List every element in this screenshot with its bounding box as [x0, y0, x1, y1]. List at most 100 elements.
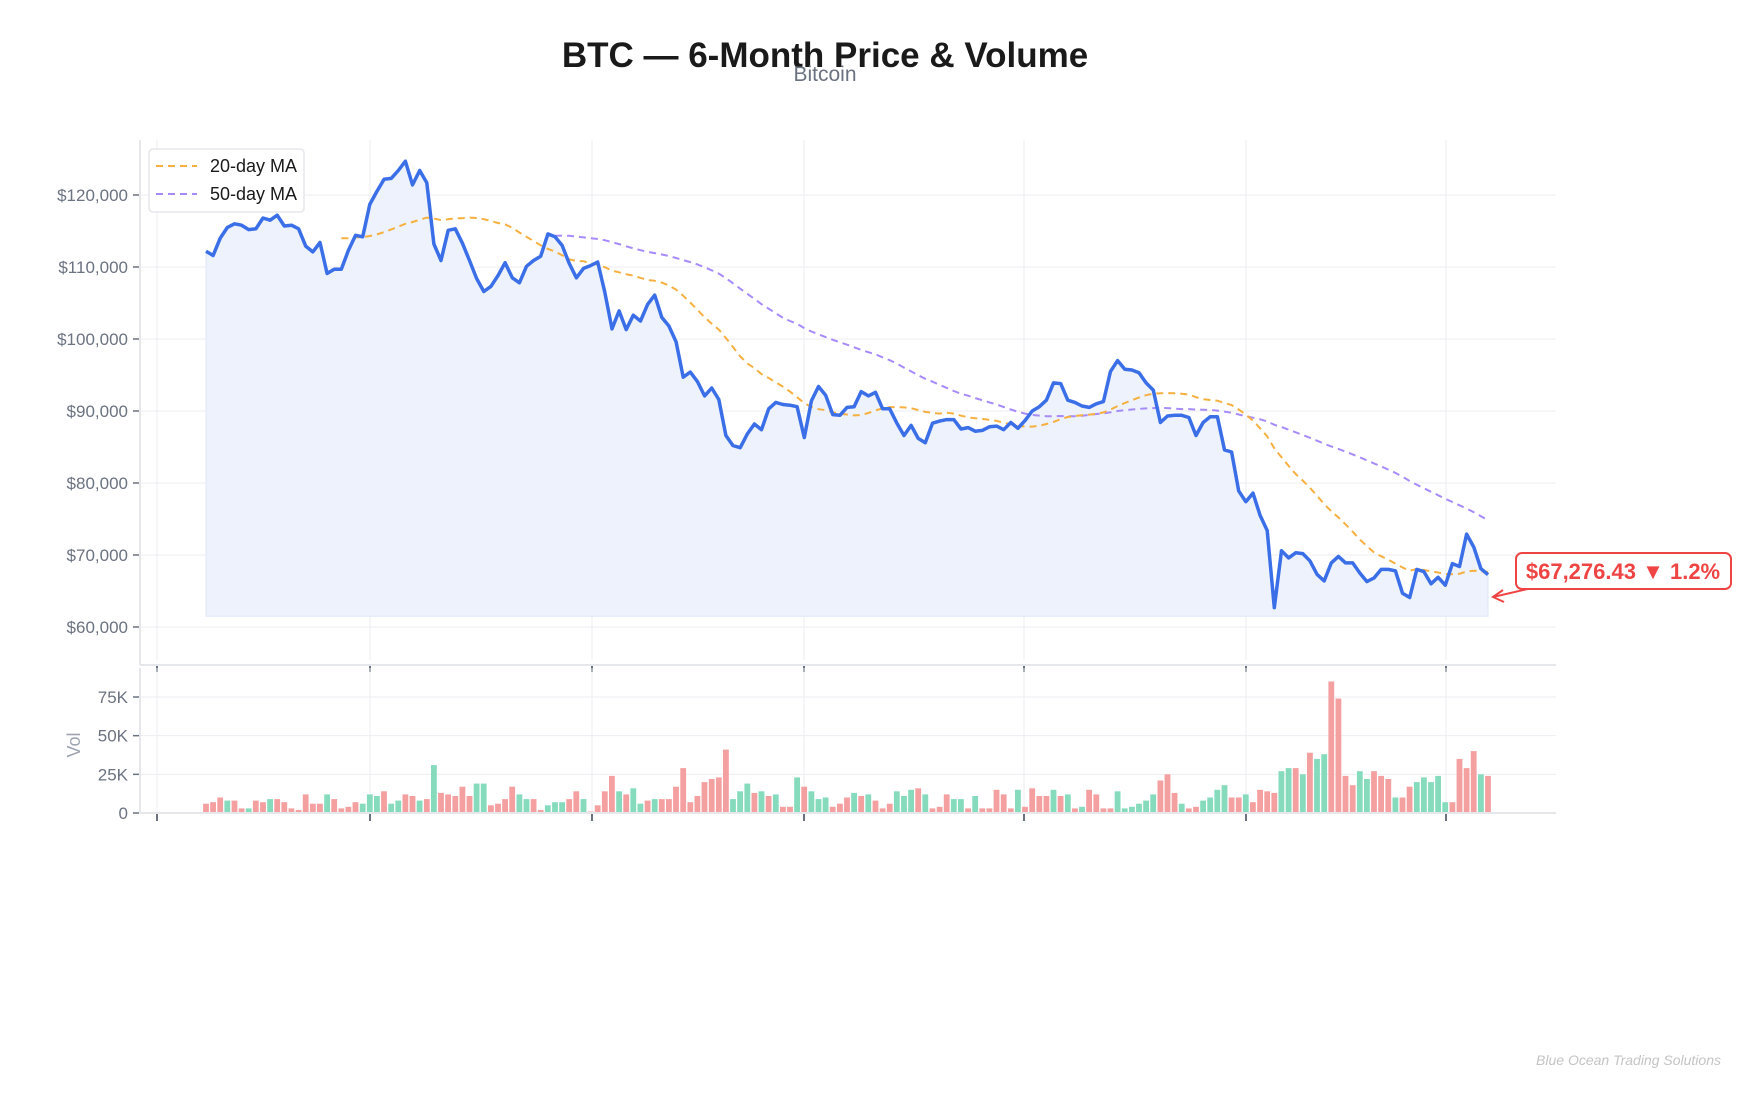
- volume-bar: [822, 797, 829, 813]
- volume-bar: [801, 786, 808, 813]
- price-line: [205, 159, 1490, 610]
- volume-bar: [516, 794, 523, 813]
- volume-bar: [1292, 768, 1299, 813]
- volume-bar: [1421, 777, 1427, 813]
- volume-bar: [402, 794, 409, 813]
- volume-bar: [1385, 779, 1392, 813]
- volume-bar: [730, 799, 736, 813]
- volume-bar: [1107, 808, 1114, 813]
- volume-bar: [1036, 796, 1043, 813]
- volume-bar: [359, 803, 366, 813]
- volume-bar: [837, 803, 843, 813]
- volume-bar: [1314, 758, 1320, 813]
- volume-bar: [537, 809, 544, 813]
- volume-bar: [886, 803, 893, 813]
- volume-bar: [751, 792, 758, 813]
- volume-bar: [815, 799, 822, 813]
- volume-bar: [1264, 791, 1271, 813]
- volume-bar: [459, 786, 466, 813]
- volume-bar: [438, 792, 444, 813]
- volume-bar: [488, 805, 494, 813]
- volume-bar: [1143, 800, 1149, 813]
- volume-bar: [687, 802, 694, 813]
- volume-bar: [288, 808, 295, 813]
- volume-bar: [1000, 794, 1007, 813]
- volume-bar: [1349, 785, 1356, 813]
- volume-bar: [616, 791, 622, 813]
- volume-bar: [1221, 785, 1228, 813]
- volume-bar: [609, 775, 615, 813]
- volume-bar: [623, 794, 630, 813]
- volume-bar: [295, 809, 302, 813]
- annotation-arrow-icon: [1490, 589, 1505, 603]
- price-y-axis: $60,000 $70,000 $80,000 $90,000 $100,000 $110…: [57, 140, 1556, 672]
- volume-bar: [929, 808, 936, 813]
- volume-bar: [1007, 808, 1014, 813]
- volume-bar: [943, 794, 950, 813]
- volume-bar: [566, 799, 573, 813]
- volume-bar: [1321, 754, 1328, 813]
- volume-bar: [993, 789, 1000, 813]
- volume-bar: [1428, 782, 1434, 813]
- volume-bar: [594, 805, 601, 813]
- volume-bar: [666, 799, 672, 813]
- volume-bar: [1342, 775, 1349, 813]
- ma50-line: [554, 234, 1489, 522]
- volume-tick-label: 50K: [98, 727, 129, 746]
- legend: 20-day MA 50-day MA: [148, 148, 305, 213]
- price-tick-label: $60,000: [67, 618, 128, 637]
- volume-bar: [1463, 768, 1470, 813]
- volume-bar: [808, 791, 815, 813]
- volume-bar: [374, 796, 380, 813]
- volume-bar: [908, 789, 914, 813]
- volume-bar: [473, 783, 480, 813]
- volume-y-axis: 0 25K 50K 75K: [98, 668, 1556, 823]
- volume-bar: [466, 796, 473, 813]
- volume-bar: [302, 794, 309, 813]
- volume-bar: [423, 799, 430, 813]
- ma20-line: [341, 216, 1489, 576]
- volume-bar: [879, 808, 886, 813]
- volume-bar: [630, 788, 637, 813]
- last-price-annotation: $67,276.43 ▼ 1.2%: [1490, 552, 1732, 603]
- volume-grid: [140, 668, 1556, 813]
- volume-bar: [480, 783, 487, 813]
- volume-bar: [1328, 681, 1335, 813]
- volume-bar: [787, 806, 793, 813]
- volume-bar: [1050, 789, 1057, 813]
- volume-bar: [780, 806, 786, 813]
- volume-bar: [950, 799, 957, 813]
- price-tick-label: $80,000: [67, 474, 128, 493]
- volume-bar: [1364, 779, 1370, 813]
- volume-bar: [452, 796, 459, 813]
- volume-bar: [1456, 758, 1463, 813]
- volume-bar: [317, 803, 323, 813]
- volume-bar: [1235, 797, 1242, 813]
- volume-bar: [844, 797, 850, 813]
- volume-bar: [601, 791, 608, 813]
- volume-bar: [1299, 774, 1306, 813]
- volume-bar: [1064, 794, 1071, 813]
- volume-bar: [1129, 806, 1135, 813]
- volume-bar: [673, 786, 679, 813]
- volume-bar: [1335, 698, 1342, 813]
- volume-bar: [1399, 797, 1406, 813]
- volume-bar: [274, 799, 281, 813]
- price-tick-label: $120,000: [57, 186, 128, 205]
- volume-bar: [965, 808, 971, 813]
- volume-bar: [1057, 796, 1064, 813]
- legend-ma20-label: 20-day MA: [210, 156, 297, 176]
- volume-bar: [1136, 803, 1142, 813]
- price-tick-label: $100,000: [57, 330, 128, 349]
- volume-bar: [409, 796, 416, 813]
- volume-bar: [231, 800, 238, 813]
- volume-bar: [1257, 789, 1263, 813]
- volume-bar: [544, 805, 551, 813]
- volume-bar: [338, 808, 345, 813]
- volume-bar: [1356, 771, 1363, 813]
- volume-bar: [1378, 775, 1384, 813]
- volume-bar: [1285, 768, 1292, 813]
- volume-bar: [245, 808, 252, 813]
- volume-bar: [366, 794, 373, 813]
- price-tick-label: $110,000: [58, 258, 128, 277]
